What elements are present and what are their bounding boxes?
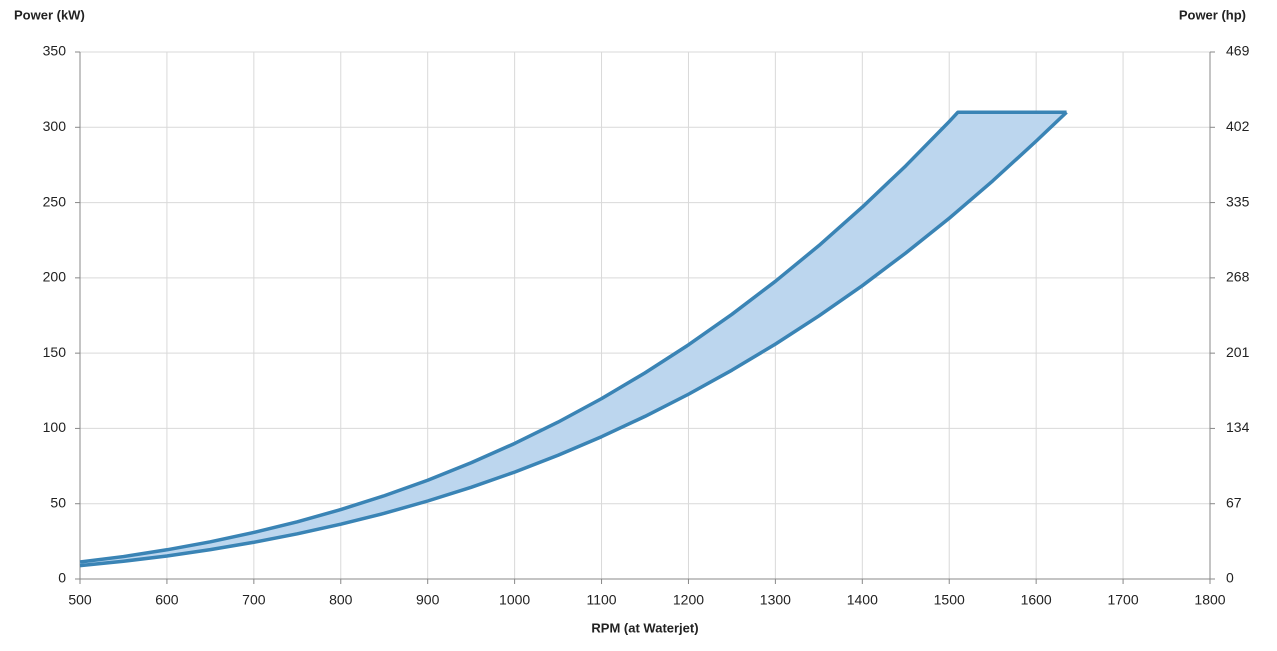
y2-tick-label: 268 bbox=[1226, 269, 1250, 285]
y-tick-label: 200 bbox=[43, 269, 67, 285]
y2-tick-label: 335 bbox=[1226, 193, 1250, 209]
x-tick-label: 500 bbox=[68, 592, 92, 608]
x-tick-label: 1600 bbox=[1021, 592, 1052, 608]
x-tick-label: 1700 bbox=[1107, 592, 1138, 608]
y2-tick-label: 402 bbox=[1226, 118, 1250, 134]
x-tick-label: 800 bbox=[329, 592, 353, 608]
x-axis-label: RPM (at Waterjet) bbox=[591, 620, 698, 635]
y2-tick-label: 201 bbox=[1226, 344, 1250, 360]
x-tick-label: 1000 bbox=[499, 592, 530, 608]
x-tick-label: 1400 bbox=[847, 592, 878, 608]
x-tick-label: 900 bbox=[416, 592, 440, 608]
y-axis-label: Power (kW) bbox=[14, 7, 85, 22]
x-tick-label: 1300 bbox=[760, 592, 791, 608]
y2-tick-label: 469 bbox=[1226, 43, 1250, 59]
curve bbox=[79, 110, 1068, 568]
y2-axis-label: Power (hp) bbox=[1179, 7, 1246, 22]
y-tick-label: 0 bbox=[58, 570, 66, 586]
x-tick-label: 600 bbox=[155, 592, 179, 608]
y2-tick-label: 0 bbox=[1226, 570, 1234, 586]
y-tick-label: 350 bbox=[43, 43, 67, 59]
curve bbox=[79, 110, 1067, 564]
x-tick-label: 1200 bbox=[673, 592, 704, 608]
y-tick-label: 250 bbox=[43, 193, 67, 209]
y-tick-label: 50 bbox=[50, 494, 66, 510]
x-tick-label: 1800 bbox=[1194, 592, 1225, 608]
y2-tick-label: 67 bbox=[1226, 494, 1242, 510]
x-tick-label: 1100 bbox=[586, 592, 616, 608]
y2-tick-label: 134 bbox=[1226, 419, 1250, 435]
x-tick-label: 700 bbox=[242, 592, 266, 608]
y-tick-label: 150 bbox=[43, 344, 67, 360]
x-tick-label: 1500 bbox=[934, 592, 965, 608]
y-tick-label: 100 bbox=[43, 419, 67, 435]
band-fill bbox=[80, 112, 1067, 566]
y-tick-label: 300 bbox=[43, 118, 67, 134]
